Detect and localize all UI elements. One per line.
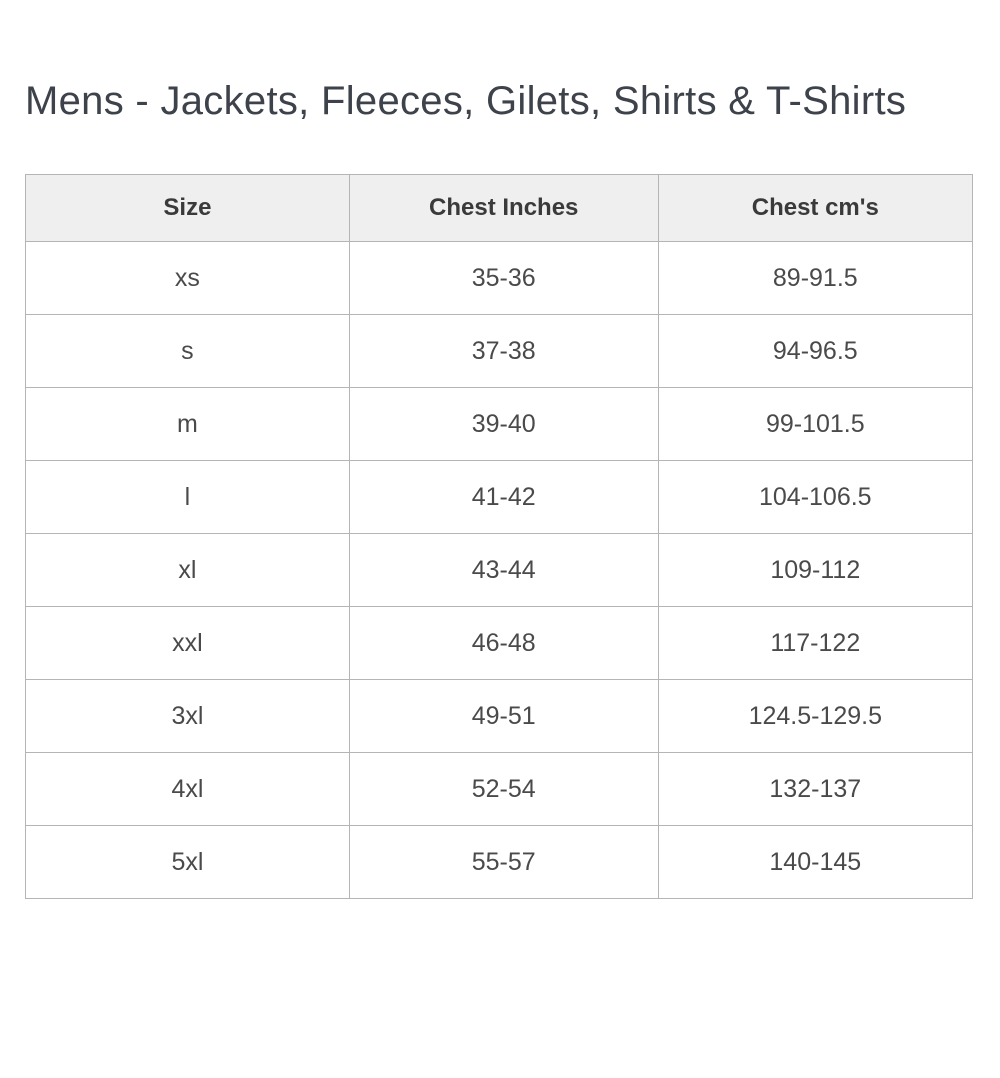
chest-inches-cell: 52-54 [348,752,659,826]
chest-inches-cell: 41-42 [348,460,659,534]
chest-cms-cell: 140-145 [657,825,974,899]
chest-cms-cell: 132-137 [657,752,974,826]
size-cell: l [25,460,350,534]
size-cell: m [25,387,350,461]
table-header-row: Size Chest Inches Chest cm's [25,174,974,242]
chest-cms-cell: 117-122 [657,606,974,680]
chest-inches-cell: 39-40 [348,387,659,461]
table-row: m 39-40 99-101.5 [25,387,974,461]
chest-cms-cell: 104-106.5 [657,460,974,534]
table-row: 3xl 49-51 124.5-129.5 [25,679,974,753]
table-row: xl 43-44 109-112 [25,533,974,607]
chest-inches-cell: 49-51 [348,679,659,753]
table-row: 4xl 52-54 132-137 [25,752,974,826]
table-row: l 41-42 104-106.5 [25,460,974,534]
chest-inches-cell: 46-48 [348,606,659,680]
chest-inches-cell: 37-38 [348,314,659,388]
size-cell: xs [25,241,350,315]
table-row: xs 35-36 89-91.5 [25,241,974,315]
chest-inches-cell: 55-57 [348,825,659,899]
table-row: 5xl 55-57 140-145 [25,825,974,899]
table-row: xxl 46-48 117-122 [25,606,974,680]
size-cell: 5xl [25,825,350,899]
column-header-chest-cms: Chest cm's [657,174,974,242]
size-chart-table: Size Chest Inches Chest cm's xs 35-36 89… [25,174,974,899]
size-cell: s [25,314,350,388]
size-cell: xl [25,533,350,607]
page-title: Mens - Jackets, Fleeces, Gilets, Shirts … [25,79,907,123]
size-cell: 3xl [25,679,350,753]
size-cell: 4xl [25,752,350,826]
size-cell: xxl [25,606,350,680]
chest-cms-cell: 109-112 [657,533,974,607]
size-guide-page: Mens - Jackets, Fleeces, Gilets, Shirts … [0,78,1000,899]
column-header-size: Size [25,174,350,242]
table-row: s 37-38 94-96.5 [25,314,974,388]
chest-cms-cell: 124.5-129.5 [657,679,974,753]
chest-cms-cell: 99-101.5 [657,387,974,461]
chest-inches-cell: 43-44 [348,533,659,607]
chest-cms-cell: 94-96.5 [657,314,974,388]
chest-cms-cell: 89-91.5 [657,241,974,315]
column-header-chest-inches: Chest Inches [348,174,659,242]
chest-inches-cell: 35-36 [348,241,659,315]
